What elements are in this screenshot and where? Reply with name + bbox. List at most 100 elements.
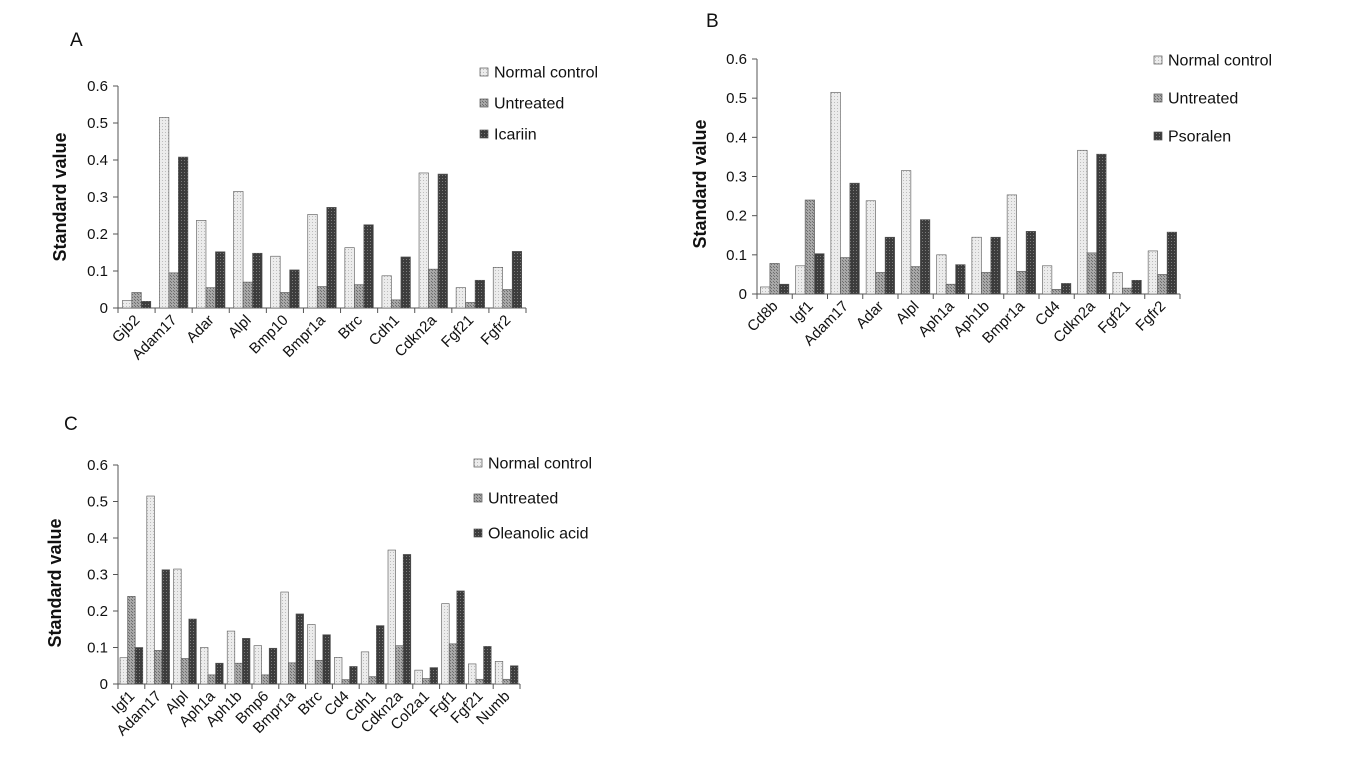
bar-normal-control xyxy=(159,117,170,309)
bar-normal-control xyxy=(1077,149,1088,295)
bar-normal-control xyxy=(1042,265,1053,295)
bar-icariin xyxy=(474,279,485,309)
x-category-label: Btrc xyxy=(295,687,326,718)
bar-normal-control xyxy=(795,265,806,295)
bar-normal-control xyxy=(233,191,244,309)
y-tick-label: 0.3 xyxy=(726,169,747,186)
bar-icariin xyxy=(326,207,337,309)
bar-untreated xyxy=(391,299,402,309)
bar-icariin xyxy=(363,224,374,309)
bar-icariin xyxy=(437,173,448,309)
bar-oleanolic-acid xyxy=(268,647,278,685)
bar-normal-control xyxy=(253,645,262,685)
bar-normal-control xyxy=(334,657,343,685)
bar-untreated xyxy=(354,284,365,309)
bar-untreated xyxy=(127,596,136,685)
legend-label: Untreated xyxy=(488,491,558,508)
bar-untreated xyxy=(368,676,377,685)
bar-oleanolic-acid xyxy=(402,554,412,685)
bar-untreated xyxy=(910,266,921,295)
legend-swatch xyxy=(473,528,483,538)
legend-swatch xyxy=(473,458,483,468)
bar-normal-control xyxy=(760,286,771,295)
bar-untreated xyxy=(316,286,328,309)
bar-psoralen xyxy=(779,283,790,295)
legend-swatch xyxy=(1153,131,1163,141)
y-tick-label: 0 xyxy=(739,286,747,303)
bar-oleanolic-acid xyxy=(215,662,224,685)
y-tick-label: 0.5 xyxy=(87,494,108,511)
bar-normal-control xyxy=(494,661,504,685)
bar-untreated xyxy=(395,645,404,685)
bar-normal-control xyxy=(455,287,466,309)
bar-icariin xyxy=(252,252,263,309)
bar-normal-control xyxy=(360,651,370,685)
bar-untreated xyxy=(154,650,163,685)
bar-psoralen xyxy=(849,182,860,295)
legend-label: Normal control xyxy=(494,65,598,82)
y-axis-label: Standard value xyxy=(45,518,65,647)
bar-untreated xyxy=(314,659,324,685)
y-tick-label: 0.4 xyxy=(726,129,747,146)
bar-psoralen xyxy=(1096,153,1107,295)
bar-oleanolic-acid xyxy=(161,569,170,685)
bar-normal-control xyxy=(1112,272,1123,295)
x-category-label: Alpl xyxy=(893,298,923,328)
bar-normal-control xyxy=(307,624,316,685)
bar-normal-control xyxy=(173,568,182,685)
y-tick-label: 0.4 xyxy=(87,530,108,547)
bar-oleanolic-acid xyxy=(188,618,197,685)
bar-untreated xyxy=(840,257,851,295)
y-tick-label: 0.2 xyxy=(87,603,108,620)
x-category-label: Bmpr1a xyxy=(280,311,330,361)
bar-untreated xyxy=(288,662,297,685)
bar-untreated xyxy=(945,283,956,295)
y-axis-label: Standard value xyxy=(690,119,710,248)
legend-swatch xyxy=(473,493,483,503)
bar-untreated xyxy=(981,272,992,295)
legend-swatch xyxy=(479,98,489,108)
panel-letter: B xyxy=(706,11,719,32)
bar-oleanolic-acid xyxy=(242,638,251,685)
bar-normal-control xyxy=(1006,194,1017,295)
bar-untreated xyxy=(502,678,511,685)
bar-psoralen xyxy=(884,236,895,295)
x-category-label: Adar xyxy=(853,298,887,332)
y-tick-label: 0 xyxy=(100,676,108,693)
bar-oleanolic-acid xyxy=(510,665,519,685)
bar-icariin xyxy=(400,256,411,309)
bar-normal-control xyxy=(307,214,318,309)
legend-label: Normal control xyxy=(488,456,592,473)
bar-normal-control xyxy=(387,549,396,685)
y-tick-label: 0.5 xyxy=(726,90,747,107)
y-tick-label: 0.1 xyxy=(87,640,108,657)
bar-psoralen xyxy=(990,236,1001,295)
bar-untreated xyxy=(205,287,216,309)
bar-normal-control xyxy=(381,275,392,309)
bar-normal-control xyxy=(830,91,841,295)
bar-normal-control xyxy=(1147,250,1158,295)
bar-untreated xyxy=(1157,274,1168,295)
bar-untreated xyxy=(168,272,179,309)
y-tick-label: 0.4 xyxy=(87,152,108,169)
bar-untreated xyxy=(261,674,270,685)
bar-untreated xyxy=(875,272,886,295)
bar-normal-control xyxy=(492,266,504,309)
bar-untreated xyxy=(242,281,253,309)
legend-label: Oleanolic acid xyxy=(488,526,589,543)
bar-untreated xyxy=(804,199,815,295)
legend-label: Untreated xyxy=(494,96,564,113)
bar-normal-control xyxy=(936,254,947,295)
y-tick-label: 0.6 xyxy=(87,78,108,95)
bar-normal-control xyxy=(441,603,450,685)
bar-untreated xyxy=(448,643,458,685)
bar-untreated xyxy=(1016,270,1027,295)
x-category-label: Cd8b xyxy=(744,298,781,335)
y-tick-label: 0.1 xyxy=(726,247,747,264)
bar-untreated xyxy=(341,679,350,685)
bar-psoralen xyxy=(955,264,966,295)
bar-psoralen xyxy=(1061,283,1072,295)
bar-normal-control xyxy=(901,170,912,295)
x-category-label: Alpl xyxy=(225,312,255,342)
